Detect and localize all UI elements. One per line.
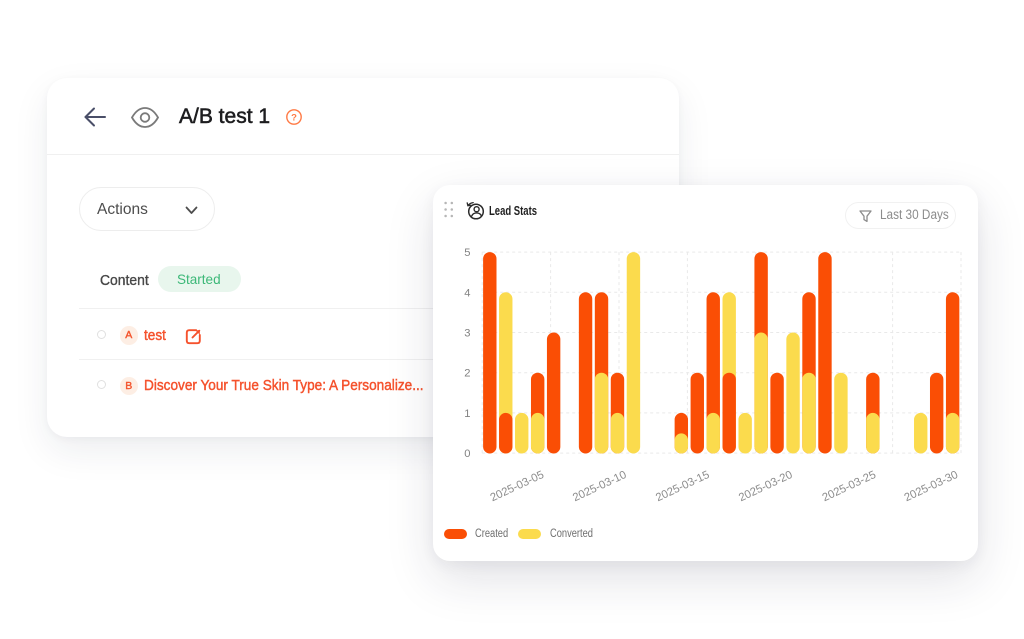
svg-text:3: 3 xyxy=(464,328,470,340)
svg-text:2025-03-30: 2025-03-30 xyxy=(903,469,960,504)
svg-text:?: ? xyxy=(291,112,297,123)
svg-text:2025-03-10: 2025-03-10 xyxy=(571,469,628,504)
svg-text:2025-03-25: 2025-03-25 xyxy=(821,469,878,504)
svg-text:2: 2 xyxy=(464,368,470,380)
svg-text:5: 5 xyxy=(464,247,470,259)
svg-text:4: 4 xyxy=(464,288,470,300)
svg-text:2025-03-05: 2025-03-05 xyxy=(489,469,546,504)
svg-text:0: 0 xyxy=(464,448,470,460)
svg-text:2025-03-15: 2025-03-15 xyxy=(654,469,711,504)
svg-text:1: 1 xyxy=(464,408,470,420)
svg-text:2025-03-20: 2025-03-20 xyxy=(737,469,794,504)
